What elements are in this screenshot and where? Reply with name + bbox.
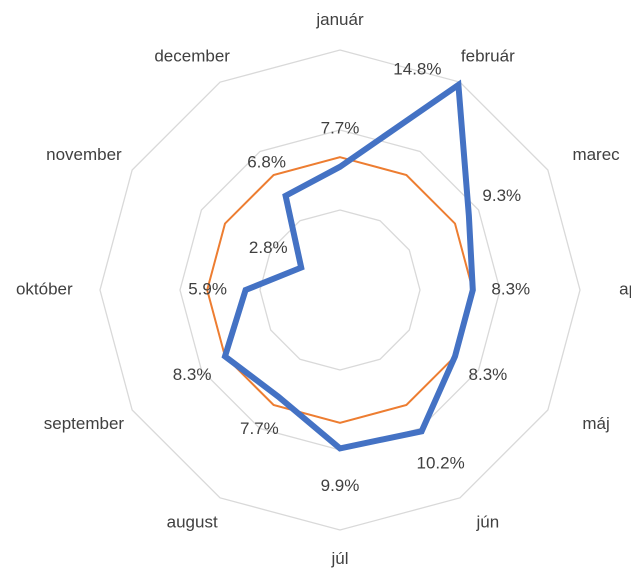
grid-ring (179, 129, 501, 451)
series-line (206, 156, 474, 424)
data-label: 5.9% (188, 279, 227, 298)
data-label: 2.8% (249, 238, 288, 257)
grid-ring (259, 209, 421, 371)
category-label: september (44, 414, 125, 433)
data-label: 8.3% (469, 365, 508, 384)
series-line (221, 79, 476, 452)
category-label: november (46, 145, 122, 164)
category-label: máj (582, 414, 609, 433)
category-label: jún (475, 513, 499, 532)
data-label: 6.8% (247, 152, 286, 171)
data-label: 8.3% (173, 365, 212, 384)
category-label: apríl (619, 279, 631, 298)
category-label: február (461, 46, 515, 65)
data-label: 9.3% (482, 186, 521, 205)
data-label: 14.8% (393, 60, 441, 79)
data-label: 9.9% (321, 476, 360, 495)
data-label: 7.7% (321, 118, 360, 137)
category-label: august (167, 513, 218, 532)
category-label: júl (330, 549, 348, 568)
data-label: 7.7% (240, 419, 279, 438)
data-label: 10.2% (416, 454, 464, 473)
category-label: január (315, 10, 364, 29)
category-label: december (154, 46, 230, 65)
category-label: október (16, 279, 73, 298)
data-label: 8.3% (491, 279, 530, 298)
category-label: marec (572, 145, 620, 164)
grid-ring (99, 49, 581, 531)
